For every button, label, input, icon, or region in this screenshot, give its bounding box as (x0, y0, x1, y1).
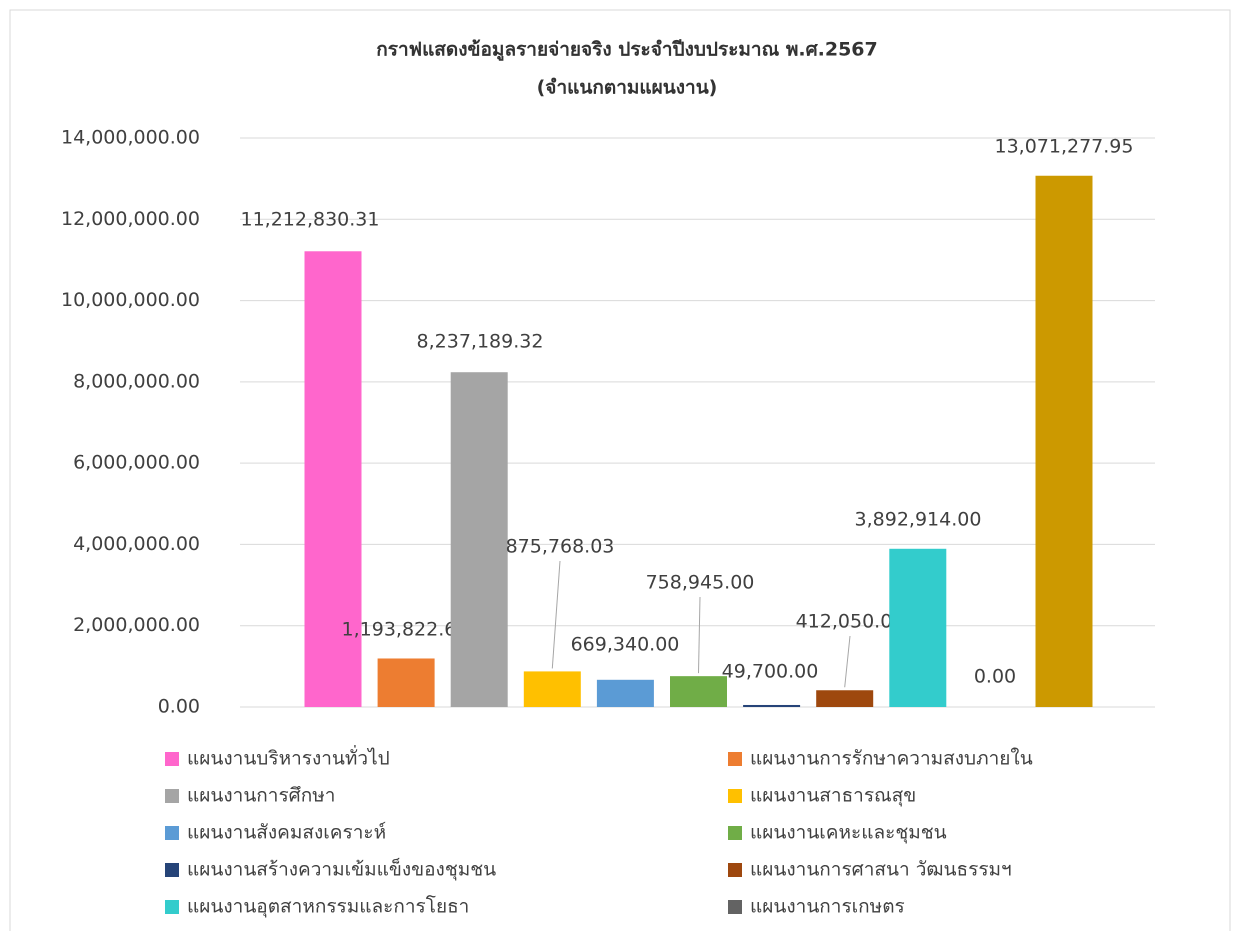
data-label: 13,071,277.95 (994, 136, 1133, 158)
y-tick-label: 10,000,000.00 (61, 289, 200, 311)
data-label: 3,892,914.00 (855, 509, 982, 531)
legend-label: แผนงานสาธารณสุข (750, 785, 916, 808)
legend-label: แผนงานการรักษาความสงบภายใน (750, 748, 1033, 770)
data-label: 412,050.00 (796, 611, 905, 633)
leader-line (844, 635, 851, 688)
data-label: 1,193,822.66 (342, 619, 469, 641)
legend-swatch (165, 752, 179, 766)
legend-swatch (728, 752, 742, 766)
bar (450, 372, 508, 707)
legend-label: แผนงานเคหะและชุมชน (750, 822, 947, 845)
chart-subtitle: (จำแนกตามแผนงาน) (537, 77, 718, 99)
bar (377, 658, 435, 707)
data-label: 669,340.00 (571, 634, 680, 656)
legend-swatch (165, 900, 179, 914)
bar (743, 704, 801, 707)
y-tick-label: 12,000,000.00 (61, 208, 200, 230)
y-tick-label: 6,000,000.00 (73, 452, 200, 474)
y-tick-label: 8,000,000.00 (73, 370, 200, 392)
data-label: 8,237,189.32 (417, 331, 544, 353)
legend-label: แผนงานสร้างความเข้มแข็งของชุมชน (187, 857, 496, 882)
bar (1035, 175, 1093, 707)
y-tick-label: 2,000,000.00 (73, 614, 200, 636)
legend-swatch (165, 789, 179, 803)
y-tick-label: 0.00 (158, 696, 200, 718)
bar (523, 671, 581, 707)
leader-line (698, 596, 701, 674)
bar (889, 548, 947, 707)
data-label: 758,945.00 (646, 572, 755, 594)
chart-title: กราฟแสดงข้อมูลรายจ่ายจริง ประจำปีงบประมา… (376, 39, 878, 62)
legend-label: แผนงานการเกษตร (750, 896, 905, 918)
legend-label: แผนงานการศึกษา (187, 785, 335, 807)
chart-frame (9, 9, 1231, 931)
bar (304, 251, 362, 707)
legend-swatch (165, 826, 179, 840)
legend-swatch (728, 863, 742, 877)
data-label: 11,212,830.31 (240, 209, 379, 231)
data-label: 0.00 (974, 666, 1016, 688)
data-label: 875,768.03 (506, 536, 615, 558)
legend-label: แผนงานการศาสนา วัฒนธรรมฯ (750, 859, 1012, 881)
legend-swatch (728, 900, 742, 914)
data-label: 49,700.00 (722, 661, 819, 683)
legend-label: แผนงานสังคมสงเคราะห์ (187, 822, 386, 844)
bar (670, 676, 727, 707)
y-tick-label: 14,000,000.00 (61, 127, 200, 149)
legend-label: แผนงานบริหารงานทั่วไป (187, 745, 390, 770)
bar (816, 690, 874, 707)
legend-swatch (728, 826, 742, 840)
y-tick-label: 4,000,000.00 (73, 533, 200, 555)
leader-line (551, 560, 561, 669)
legend-swatch (165, 863, 179, 877)
legend-label: แผนงานอุตสาหกรรมและการโยธา (187, 895, 469, 919)
legend-swatch (728, 789, 742, 803)
bar (596, 679, 654, 707)
